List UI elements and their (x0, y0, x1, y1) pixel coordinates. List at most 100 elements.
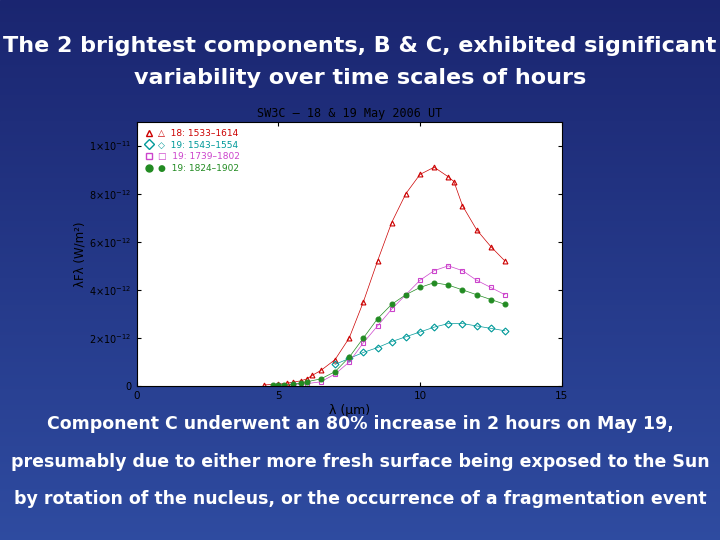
Bar (0, 127, 720, 130)
Bar (0, 346, 720, 348)
Bar (0, 19, 720, 22)
Bar (0, 43, 720, 46)
Bar (0, 130, 720, 132)
Bar (0, 292, 720, 294)
Bar (0, 89, 720, 92)
Bar (0, 481, 720, 483)
Bar (0, 516, 720, 518)
Bar (0, 176, 720, 178)
Bar (0, 289, 720, 292)
Bar (0, 24, 720, 27)
Bar (0, 194, 720, 197)
Bar (0, 122, 720, 124)
Bar (0, 421, 720, 424)
Bar (0, 329, 720, 332)
Bar (0, 340, 720, 343)
Bar (0, 502, 720, 505)
Bar (0, 22, 720, 24)
Bar (0, 40, 720, 43)
Text: The 2 brightest components, B & C, exhibited significant: The 2 brightest components, B & C, exhib… (4, 36, 716, 56)
Bar (0, 424, 720, 427)
Bar (0, 197, 720, 200)
Bar (0, 294, 720, 297)
Bar (0, 310, 720, 313)
Bar (0, 221, 720, 224)
Bar (0, 359, 720, 362)
Bar (0, 454, 720, 456)
Bar (0, 219, 720, 221)
Bar (0, 78, 720, 81)
Bar (0, 192, 720, 194)
Bar (0, 383, 720, 386)
Bar (0, 392, 720, 394)
Text: presumably due to either more fresh surface being exposed to the Sun: presumably due to either more fresh surf… (11, 453, 709, 471)
Bar (0, 416, 720, 418)
Bar (0, 230, 720, 232)
Bar (0, 262, 720, 265)
Bar (0, 68, 720, 70)
Bar (0, 343, 720, 346)
Bar (0, 321, 720, 324)
Bar (0, 410, 720, 413)
Bar (0, 181, 720, 184)
Bar (0, 124, 720, 127)
Bar (0, 273, 720, 275)
Bar (0, 297, 720, 300)
Bar (0, 332, 720, 335)
Bar (0, 238, 720, 240)
Bar (0, 157, 720, 159)
Bar (0, 526, 720, 529)
Bar (0, 162, 720, 165)
Bar (0, 30, 720, 32)
Bar (0, 259, 720, 262)
Bar (0, 70, 720, 73)
Bar (0, 367, 720, 370)
Bar (0, 103, 720, 105)
Bar (0, 513, 720, 516)
Bar (0, 178, 720, 181)
Bar (0, 184, 720, 186)
Bar (0, 84, 720, 86)
Bar (0, 373, 720, 375)
Bar (0, 483, 720, 486)
Bar (0, 505, 720, 508)
Bar (0, 529, 720, 532)
Bar (0, 173, 720, 176)
Bar (0, 211, 720, 213)
Bar (0, 46, 720, 49)
Bar (0, 5, 720, 8)
Bar (0, 524, 720, 526)
Text: by rotation of the nucleus, or the occurrence of a fragmentation event: by rotation of the nucleus, or the occur… (14, 490, 706, 509)
Bar (0, 494, 720, 497)
Bar (0, 305, 720, 308)
Title: SW3C – 18 & 19 May 2006 UT: SW3C – 18 & 19 May 2006 UT (256, 107, 442, 120)
Bar (0, 284, 720, 286)
Bar (0, 94, 720, 97)
Bar (0, 151, 720, 154)
Bar (0, 389, 720, 392)
Bar (0, 327, 720, 329)
Bar (0, 213, 720, 216)
Bar (0, 378, 720, 381)
Bar (0, 92, 720, 94)
Bar (0, 413, 720, 416)
Bar (0, 386, 720, 389)
Bar (0, 251, 720, 254)
Bar (0, 489, 720, 491)
Bar (0, 335, 720, 338)
Bar (0, 205, 720, 208)
Y-axis label: λFλ (W/m²): λFλ (W/m²) (73, 221, 86, 287)
Bar (0, 108, 720, 111)
Text: variability over time scales of hours: variability over time scales of hours (134, 68, 586, 89)
Bar (0, 165, 720, 167)
Bar (0, 154, 720, 157)
Bar (0, 324, 720, 327)
Bar (0, 76, 720, 78)
Bar (0, 364, 720, 367)
Bar (0, 440, 720, 443)
Bar (0, 467, 720, 470)
Bar (0, 148, 720, 151)
Bar (0, 456, 720, 459)
Bar (0, 254, 720, 256)
Bar (0, 497, 720, 500)
